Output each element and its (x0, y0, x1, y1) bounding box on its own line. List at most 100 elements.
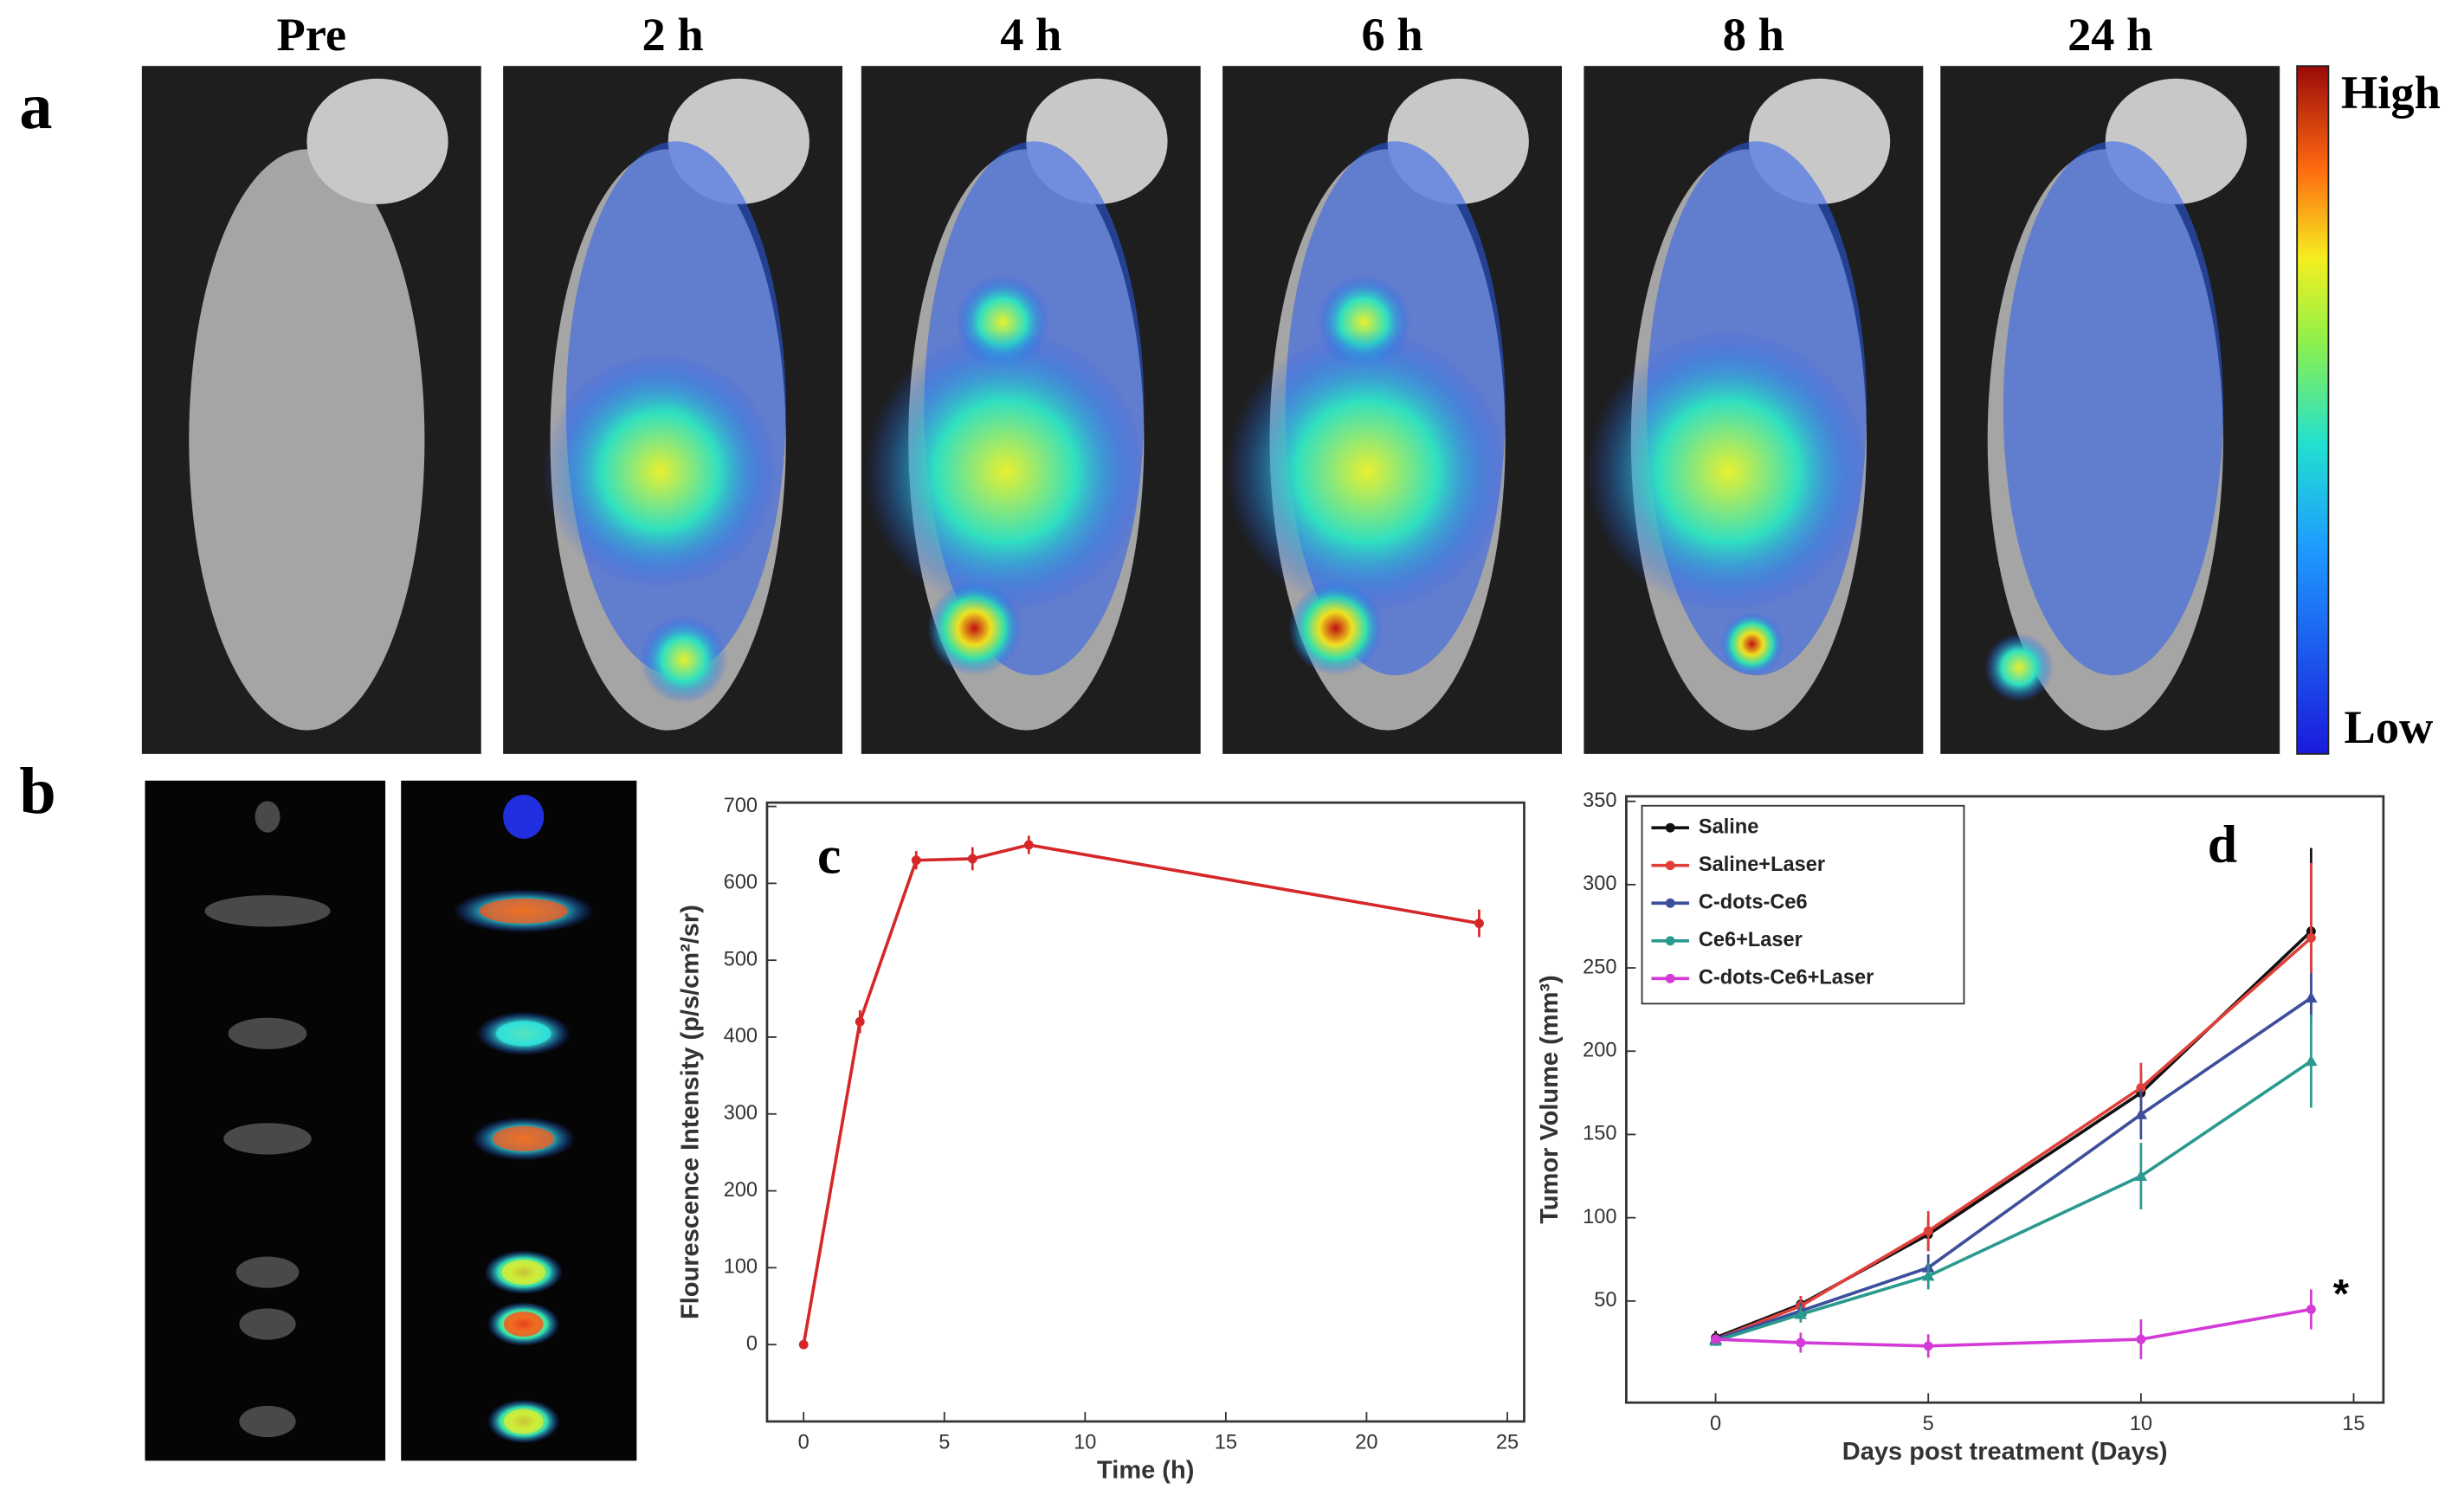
signal-hotspot (639, 616, 728, 704)
time-label: 24 h (2067, 8, 2152, 61)
x-tick-label: 10 (1074, 1431, 1096, 1454)
legend-marker (1665, 822, 1675, 833)
panel-label: a (19, 70, 52, 143)
signal-hotspot (864, 330, 1148, 613)
marker (1923, 1226, 1933, 1236)
organ-core (501, 1260, 546, 1286)
organ (503, 795, 545, 839)
y-tick-label: 100 (1583, 1205, 1616, 1228)
organ (204, 895, 331, 927)
marker (967, 854, 977, 864)
legend-label: Ce6+Laser (1699, 928, 1803, 951)
marker (2134, 1108, 2148, 1119)
marker (1796, 1338, 1806, 1348)
organ (228, 1017, 307, 1049)
marker (911, 855, 921, 866)
organ-core (503, 1408, 544, 1434)
signal-hotspot (1587, 330, 1870, 613)
x-tick-label: 25 (1496, 1431, 1519, 1454)
organ (223, 1123, 312, 1155)
panel-label: d (2208, 815, 2237, 874)
colorbar-label: Low (2345, 700, 2435, 753)
x-tick-label: 15 (2342, 1412, 2364, 1434)
signal (2003, 141, 2223, 676)
y-tick-label: 250 (1583, 955, 1616, 977)
marker (2306, 932, 2316, 943)
y-tick-label: 0 (746, 1331, 758, 1354)
marker (2305, 1054, 2318, 1067)
organ-core (493, 1125, 555, 1151)
y-tick-label: 200 (1583, 1038, 1616, 1060)
marker (1923, 1341, 1933, 1351)
x-axis-title: Time (h) (1097, 1457, 1194, 1485)
marker (1023, 840, 1034, 850)
x-tick-label: 10 (2130, 1412, 2152, 1434)
time-label: Pre (277, 8, 347, 61)
y-axis-title: Flourescence Intensity (p/s/cm²/sr) (677, 905, 705, 1319)
signal-hotspot (1720, 612, 1783, 676)
marker (1474, 919, 1484, 928)
organ (239, 1405, 296, 1438)
panel-label: b (19, 755, 55, 828)
y-axis-title: Tumor Volume (mm³) (1536, 975, 1564, 1223)
y-tick-label: 50 (1594, 1288, 1616, 1311)
marker (1921, 1269, 1935, 1281)
series-line (1715, 1060, 2312, 1343)
y-tick-label: 350 (1583, 789, 1616, 811)
legend-label: C-dots-Ce6 (1699, 890, 1808, 912)
marker (2136, 1334, 2146, 1344)
y-tick-label: 700 (724, 794, 758, 816)
mouse-body (189, 149, 425, 731)
marker (855, 1016, 865, 1027)
colorbar-label: High (2341, 66, 2441, 119)
marker (2306, 1305, 2316, 1314)
x-tick-label: 5 (939, 1431, 950, 1454)
y-tick-label: 600 (724, 871, 758, 893)
organ (239, 1308, 296, 1340)
y-tick-label: 500 (724, 947, 758, 970)
legend-marker (1665, 936, 1675, 946)
legend-marker (1665, 973, 1675, 983)
y-tick-label: 300 (724, 1101, 758, 1124)
legend-label: Saline (1699, 815, 1758, 837)
signal-hotspot (1984, 633, 2054, 703)
time-label: 4 h (1000, 8, 1061, 61)
signal-hotspot (542, 353, 778, 590)
legend-label: C-dots-Ce6+Laser (1699, 966, 1874, 989)
annotation: * (2333, 1270, 2350, 1316)
panel-label: c (817, 826, 841, 885)
x-axis-title: Days post treatment (Days) (1842, 1438, 2168, 1466)
x-tick-label: 15 (1215, 1431, 1237, 1454)
x-tick-label: 20 (1355, 1431, 1377, 1454)
time-label: 8 h (1723, 8, 1784, 61)
legend-marker (1665, 861, 1675, 871)
plot-frame (1625, 795, 2385, 1404)
marker (2134, 1170, 2148, 1181)
y-tick-label: 100 (724, 1255, 758, 1278)
organ-core (479, 898, 568, 924)
marker (798, 1339, 809, 1350)
y-tick-label: 400 (724, 1024, 758, 1047)
time-label: 2 h (642, 8, 704, 61)
signal-hotspot (1225, 330, 1509, 613)
legend-marker (1665, 898, 1675, 908)
series-line (802, 843, 1480, 1345)
organ (235, 1256, 300, 1288)
marker (1794, 1307, 1808, 1319)
y-tick-label: 200 (724, 1178, 758, 1201)
marker (1711, 1334, 1721, 1344)
organ-core (495, 1021, 551, 1047)
x-tick-label: 0 (798, 1431, 810, 1454)
mouse-head (306, 78, 448, 204)
series-line (1715, 996, 2312, 1341)
organ-image (145, 780, 386, 1461)
colorbar (2296, 65, 2330, 755)
marker (2136, 1083, 2146, 1093)
legend-box (1641, 804, 1965, 1005)
organ-core (503, 1311, 544, 1338)
organ (255, 801, 281, 833)
legend-label: Saline+Laser (1699, 853, 1825, 875)
y-tick-label: 300 (1583, 872, 1616, 894)
